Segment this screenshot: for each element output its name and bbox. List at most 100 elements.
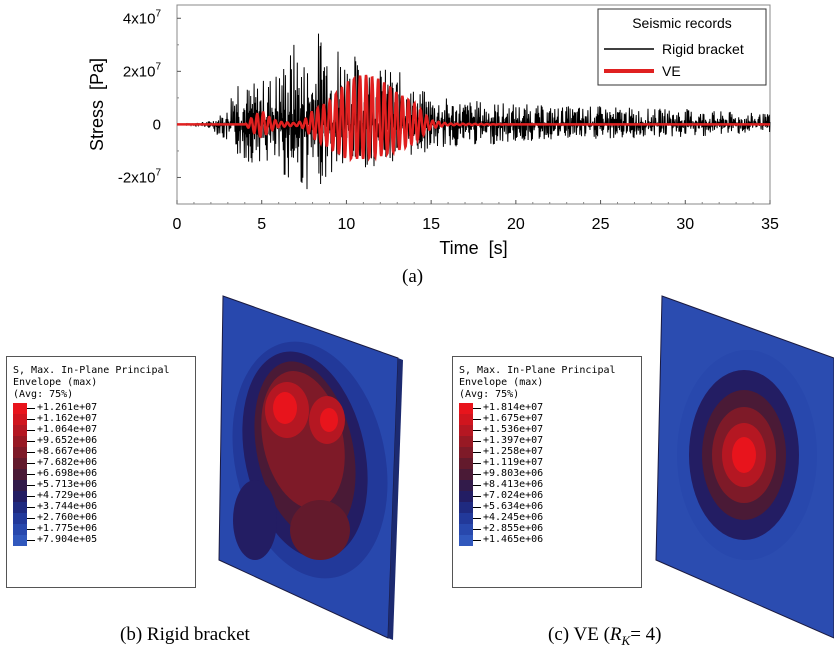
color-swatch [459,513,473,524]
color-swatch [459,491,473,502]
color-swatch [13,469,27,480]
scale-row: +9.652e+06 [13,435,189,447]
scale-value: +4.729e+06 [37,490,98,501]
scale-row: +2.760e+06 [13,512,189,524]
color-swatch [13,414,27,425]
contour-plate-ve [655,295,834,639]
scale-row: +7.024e+06 [459,490,635,502]
x-axis-label: Time [s] [439,238,507,258]
scale-row: +1.064e+07 [13,424,189,436]
scale-row: +5.634e+06 [459,501,635,513]
scale-row: +7.682e+06 [13,457,189,469]
scale-value: +1.064e+07 [37,424,98,435]
scale-value: +1.119e+07 [483,457,544,468]
color-swatch [13,513,27,524]
color-swatch [459,480,473,491]
scale-value: +7.024e+06 [483,490,544,501]
color-swatch [459,436,473,447]
scale-value: +5.634e+06 [483,501,544,512]
scale-value: +8.413e+06 [483,479,544,490]
scale-row: +1.397e+07 [459,435,635,447]
scale-row: +9.803e+06 [459,468,635,480]
scale-value: +8.667e+06 [37,446,98,457]
scale-value: +1.261e+07 [37,402,98,413]
color-swatch [13,436,27,447]
y-axis-label: Stress [Pa] [87,58,107,151]
scale-value: +3.744e+06 [37,501,98,512]
scale-row: +1.814e+07 [459,402,635,414]
contour-plate-rigid [218,295,403,640]
color-swatch [13,403,27,414]
x-tick-label: 30 [676,216,694,233]
legend-header-line: Envelope (max) [459,377,544,388]
color-swatch [459,535,473,546]
legend-header-line: Envelope (max) [13,377,98,388]
scale-value: +1.258e+07 [483,446,544,457]
contour-legend-rigid: S, Max. In-Plane Principal Envelope (max… [6,356,196,588]
color-swatch [459,403,473,414]
contour-legend-ve: S, Max. In-Plane Principal Envelope (max… [452,356,642,588]
scale-row: +6.698e+06 [13,468,189,480]
series-ve-line [177,74,770,163]
scale-value: +1.162e+07 [37,413,98,424]
color-swatch [13,458,27,469]
caption-c: (c) VE (RK= 4) [548,624,662,648]
scale-row: +1.162e+07 [13,413,189,425]
scale-row: +1.775e+06 [13,523,189,535]
scale-row: +8.667e+06 [13,446,189,458]
scale-value: +1.775e+06 [37,523,98,534]
scale-row: +4.245e+06 [459,512,635,524]
legend-header-line: (Avg: 75%) [459,389,520,400]
color-swatch [459,447,473,458]
x-tick-label: 15 [422,216,440,233]
y-tick-label: 4x107 [123,8,162,27]
scale-value: +1.397e+07 [483,435,544,446]
scale-row: +2.855e+06 [459,523,635,535]
scale-value: +7.682e+06 [37,457,98,468]
x-tick-label: 10 [338,216,356,233]
y-tick-label: -2x107 [118,167,162,186]
x-tick-label: 35 [761,216,779,233]
scale-row: +1.465e+06 [459,534,635,546]
color-swatch [13,535,27,546]
legend-title: Seismic records [632,15,732,31]
scale-row: +5.713e+06 [13,479,189,491]
scale-row: +1.258e+07 [459,446,635,458]
scale-value: +2.855e+06 [483,523,544,534]
color-swatch [13,447,27,458]
scale-value: +1.675e+07 [483,413,544,424]
y-tick-label: 0 [153,116,161,133]
color-swatch [13,524,27,535]
color-swatch [13,480,27,491]
color-swatch [13,502,27,513]
scale-value: +1.536e+07 [483,424,544,435]
scale-row: +3.744e+06 [13,501,189,513]
x-tick-label: 20 [507,216,525,233]
color-swatch [13,491,27,502]
scale-value: +9.803e+06 [483,468,544,479]
x-tick-label: 25 [592,216,610,233]
y-tick-label: 2x107 [123,61,162,80]
scale-value: +6.698e+06 [37,468,98,479]
scale-value: +9.652e+06 [37,435,98,446]
scale-row: +1.119e+07 [459,457,635,469]
scale-value: +2.760e+06 [37,512,98,523]
color-swatch [459,502,473,513]
scale-row: +8.413e+06 [459,479,635,491]
legend-header-line: S, Max. In-Plane Principal [459,365,616,376]
legend-entry-label: VE [662,63,681,79]
scale-value: +1.814e+07 [483,402,544,413]
plot-frame [176,4,771,205]
scale-value: +5.713e+06 [37,479,98,490]
x-tick-label: 5 [257,216,266,233]
color-swatch [459,524,473,535]
color-swatch [459,425,473,436]
scale-row: +4.729e+06 [13,490,189,502]
legend-header-line: S, Max. In-Plane Principal [13,365,170,376]
color-swatch [13,425,27,436]
x-tick-label: 0 [173,216,182,233]
color-swatch [459,458,473,469]
scale-row: +1.536e+07 [459,424,635,436]
scale-row: +1.261e+07 [13,402,189,414]
